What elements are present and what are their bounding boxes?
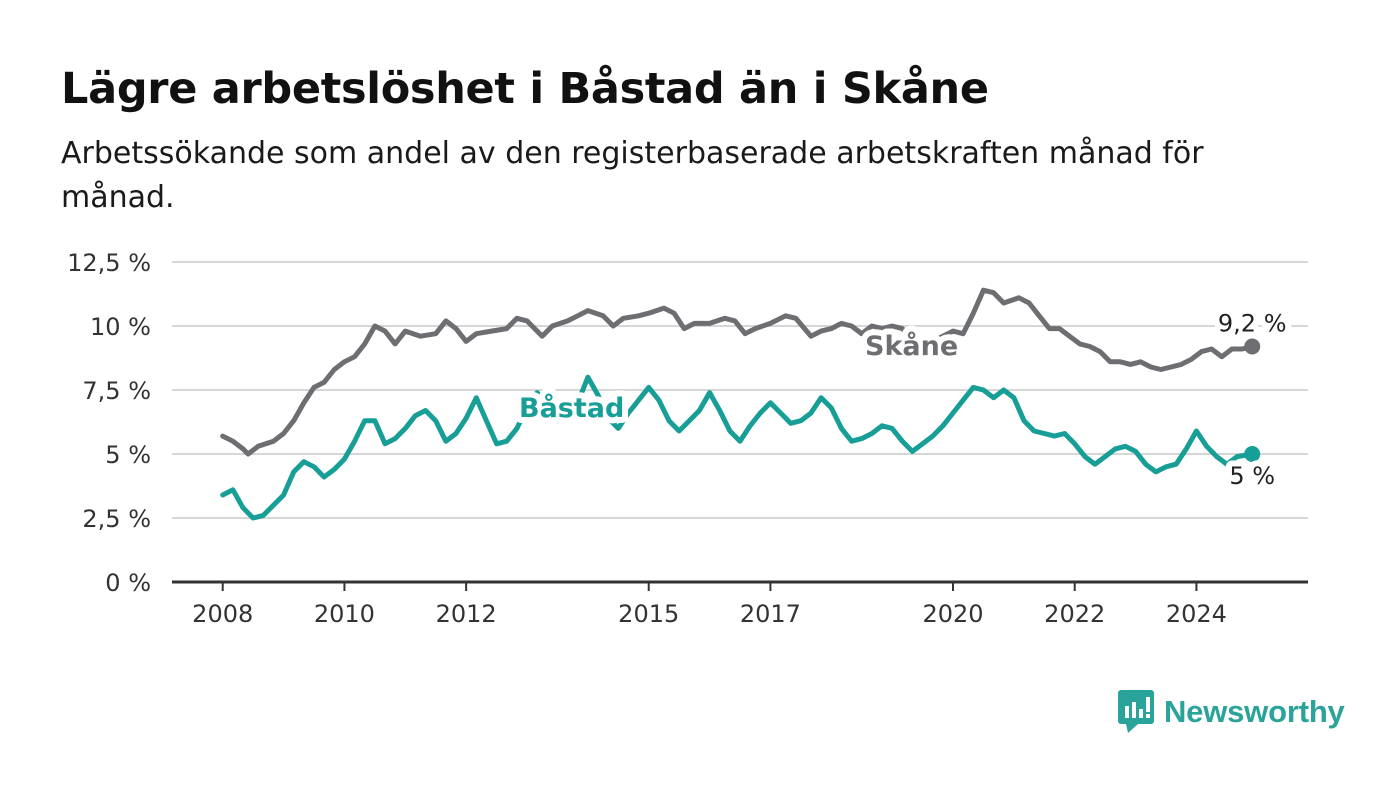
y-tick-label: 5 %	[105, 441, 151, 469]
x-tick-label: 2010	[314, 600, 375, 628]
x-tick-label: 2008	[192, 600, 253, 628]
end-label-bastad-halo: 5 %	[1229, 462, 1275, 490]
series-label-skane-halo: Skåne	[865, 330, 958, 362]
y-tick-label: 10 %	[90, 313, 151, 341]
x-tick-label: 2017	[740, 600, 801, 628]
series-lines	[220, 287, 1261, 521]
x-tick-label: 2020	[922, 600, 983, 628]
grid-lines: 0 % 2,5 % 5 % 7,5 % 10 % 12,5 % 2008 2010 2012 20…	[67, 249, 1308, 628]
y-tick-label: 7,5 %	[82, 377, 151, 405]
x-tick-label: 2012	[436, 600, 497, 628]
chart-title: Lägre arbetslöshet i Båstad än i Skåne	[61, 64, 989, 114]
end-label-skane-halo: 9,2 %	[1218, 309, 1287, 337]
x-tick-label: 2022	[1044, 600, 1105, 628]
series-label-bastad-halo: Båstad	[519, 392, 624, 424]
y-tick-label: 12,5 %	[67, 249, 151, 277]
series-label-skane: Skåne	[865, 330, 958, 362]
end-label-skane: 9,2 %	[1218, 309, 1287, 337]
newsworthy-logo: Newsworthy	[1118, 690, 1345, 734]
series-line-skåne	[220, 287, 1255, 457]
chart-subtitle: Arbetssökande som andel av den registerb…	[61, 136, 1204, 215]
y-tick-label: 0 %	[105, 569, 151, 597]
y-tick-label: 2,5 %	[82, 505, 151, 533]
x-tick-label: 2015	[618, 600, 679, 628]
end-point-båstad	[1244, 446, 1261, 462]
brand-name: Newsworthy	[1164, 694, 1345, 729]
newsworthy-logo-icon	[1118, 690, 1154, 733]
series-line-båstad	[220, 374, 1255, 521]
end-point-skåne	[1244, 338, 1261, 355]
series-label-bastad: Båstad	[519, 392, 624, 424]
end-label-bastad: 5 %	[1229, 462, 1275, 490]
x-tick-label: 2024	[1166, 600, 1227, 628]
